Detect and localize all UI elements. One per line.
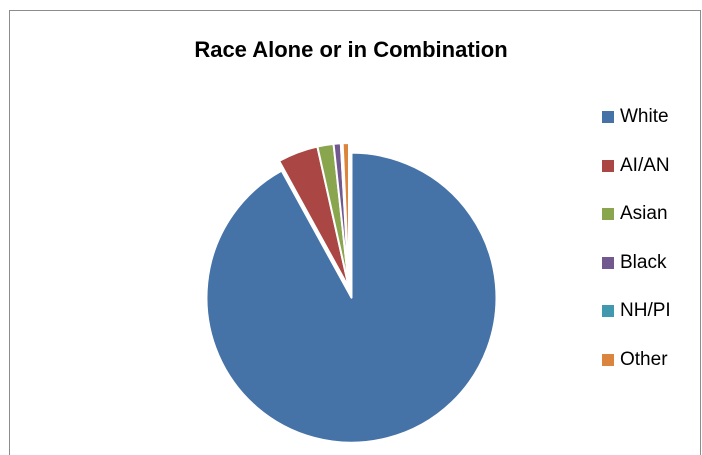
legend-item-white: White bbox=[602, 105, 671, 154]
legend-swatch-ai-an bbox=[602, 159, 614, 172]
legend-label-other: Other bbox=[620, 348, 668, 370]
legend-item-ai-an: AI/AN bbox=[602, 154, 671, 203]
legend-swatch-other bbox=[602, 353, 614, 366]
legend-item-asian: Asian bbox=[602, 202, 671, 251]
legend-item-other: Other bbox=[602, 348, 671, 397]
legend-label-ai-an: AI/AN bbox=[620, 154, 670, 176]
legend-swatch-nh-pi bbox=[602, 305, 614, 317]
legend-label-nh-pi: NH/PI bbox=[620, 300, 671, 321]
chart-title: Race Alone or in Combination bbox=[194, 37, 508, 62]
legend-item-black: Black bbox=[602, 251, 671, 300]
legend-item-nh-pi: NH/PI bbox=[602, 299, 671, 348]
legend-label-asian: Asian bbox=[620, 203, 668, 224]
legend-label-black: Black bbox=[620, 251, 667, 273]
legend-swatch-white bbox=[602, 111, 614, 123]
legend-swatch-asian bbox=[602, 208, 614, 220]
pie-slice-white bbox=[205, 151, 498, 444]
legend-swatch-black bbox=[602, 256, 614, 269]
legend-label-white: White bbox=[620, 106, 669, 127]
legend: White AI/AN Asian Black NH/PI Other bbox=[602, 105, 671, 396]
pie-slice-other bbox=[341, 141, 350, 289]
